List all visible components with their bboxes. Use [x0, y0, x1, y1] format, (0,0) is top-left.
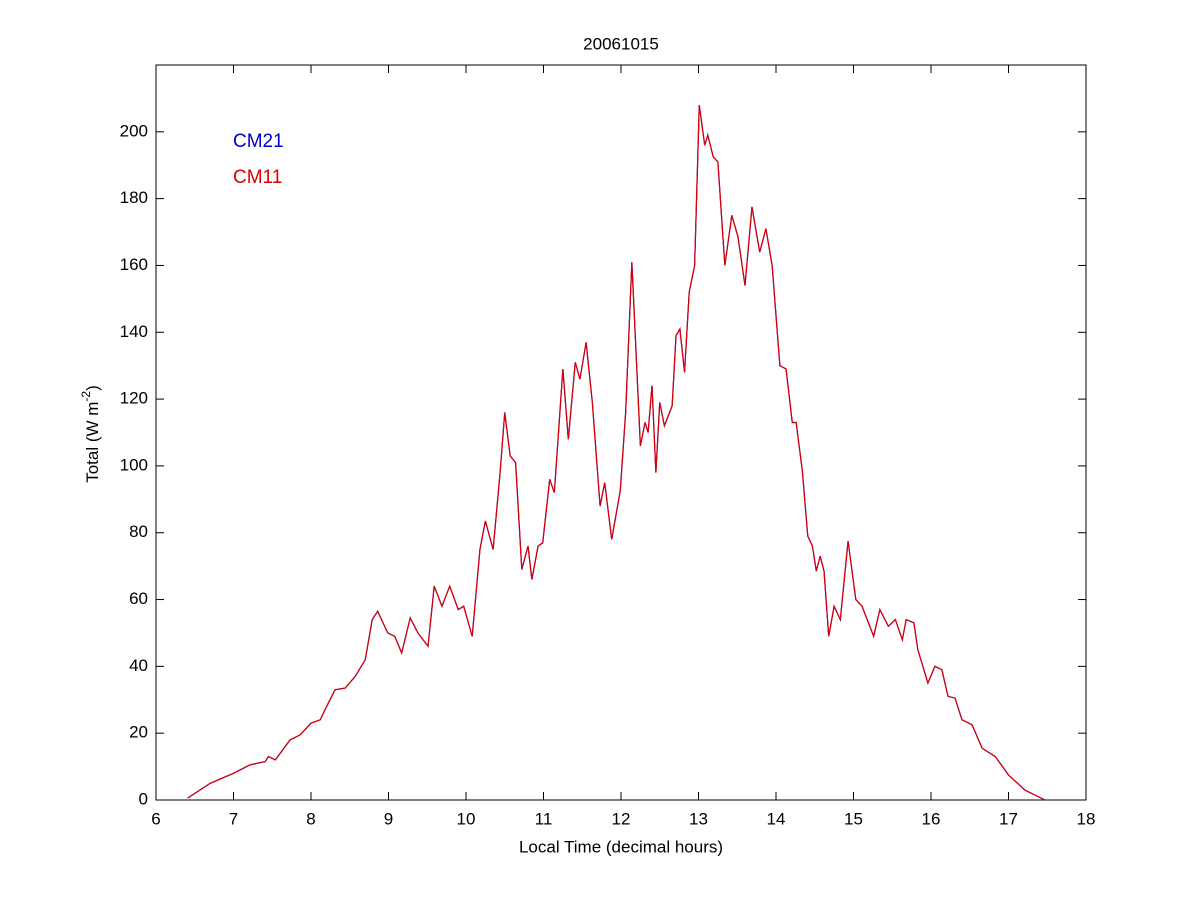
- x-tick-label: 9: [384, 809, 393, 828]
- y-tick-label: 140: [120, 322, 148, 341]
- y-tick-label: 40: [129, 656, 148, 675]
- y-tick-label: 80: [129, 522, 148, 541]
- y-tick-label: 20: [129, 723, 148, 742]
- series-line: [187, 105, 1046, 801]
- y-tick-label: 100: [120, 455, 148, 474]
- y-label-main: Total (W m: [83, 402, 102, 483]
- x-tick-label: 11: [535, 809, 553, 828]
- x-tick-label: 6: [151, 809, 160, 828]
- y-tick-label: 180: [120, 188, 148, 207]
- legend-entry: CM11: [233, 167, 282, 188]
- x-tick-label: 14: [767, 809, 786, 828]
- legend-entry: CM21: [233, 131, 284, 152]
- x-tick-label: 7: [229, 809, 238, 828]
- chart-title: 20061015: [583, 34, 659, 53]
- y-tick-label: 200: [120, 121, 148, 140]
- x-tick-label: 13: [689, 809, 708, 828]
- y-tick-label: 0: [139, 789, 148, 808]
- x-tick-label: 15: [844, 809, 863, 828]
- x-tick-label: 10: [457, 809, 476, 828]
- y-label-end: ): [83, 385, 102, 391]
- y-axis-label: Total (W m-2): [79, 385, 102, 483]
- x-axis-label: Local Time (decimal hours): [519, 837, 723, 856]
- y-tick-label: 120: [120, 389, 148, 408]
- x-tick-label: 8: [306, 809, 315, 828]
- x-tick-label: 16: [922, 809, 941, 828]
- x-tick-label: 17: [999, 809, 1018, 828]
- y-label-exponent: -2: [79, 391, 93, 402]
- x-tick-label: 18: [1077, 809, 1096, 828]
- y-tick-label: 60: [129, 589, 148, 608]
- y-tick-label: 160: [120, 255, 148, 274]
- x-tick-label: 12: [612, 809, 631, 828]
